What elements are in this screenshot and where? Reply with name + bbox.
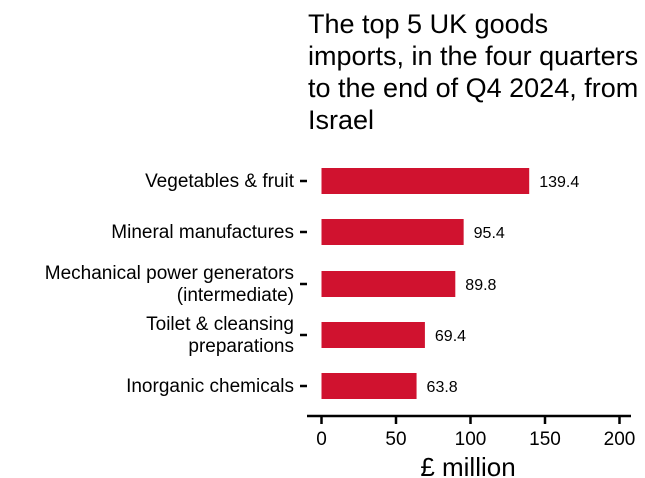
bar — [321, 168, 530, 194]
x-tick-label: 50 — [385, 429, 406, 450]
category-label: Toilet & cleansing preparations — [146, 314, 294, 357]
x-tick-label: 150 — [529, 429, 561, 450]
value-label: 139.4 — [539, 174, 579, 191]
x-tick-label: 100 — [455, 429, 487, 450]
category-label: Mechanical power generators (intermediate… — [45, 263, 294, 306]
chart-title: The top 5 UK goods imports, in the four … — [308, 9, 639, 135]
value-label: 95.4 — [474, 225, 505, 242]
bar — [321, 219, 464, 245]
x-axis: 0 50 100 150 200 — [307, 414, 636, 450]
value-label: 63.8 — [427, 379, 458, 396]
y-axis: Vegetables & fruit Mineral manufactures Me… — [45, 171, 307, 397]
value-label: 89.8 — [465, 277, 496, 294]
category-label: Mineral manufactures — [111, 222, 294, 243]
category-label: Inorganic chemicals — [126, 376, 294, 397]
value-label: 69.4 — [435, 328, 466, 345]
x-tick-label: 0 — [316, 429, 327, 450]
bars-layer: 139.4 95.4 89.8 69.4 63.8 — [321, 168, 579, 399]
bar — [321, 322, 425, 348]
x-axis-title: £ million — [420, 452, 515, 478]
x-tick-label: 200 — [604, 429, 636, 450]
category-label: Vegetables & fruit — [145, 171, 295, 192]
bar — [321, 373, 417, 399]
bar — [321, 271, 456, 297]
